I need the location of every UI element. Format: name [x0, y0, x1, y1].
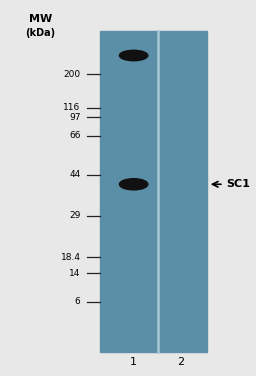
Bar	[100, 31, 207, 352]
Text: 2: 2	[177, 356, 184, 367]
Text: 97: 97	[69, 112, 80, 121]
Text: 29: 29	[69, 211, 80, 220]
Text: 18.4: 18.4	[60, 253, 80, 262]
Ellipse shape	[120, 50, 148, 61]
Text: 116: 116	[63, 103, 80, 112]
Text: MW: MW	[29, 14, 52, 24]
Text: 44: 44	[69, 170, 80, 179]
Text: SC1: SC1	[226, 179, 250, 189]
Text: 1: 1	[130, 356, 137, 367]
Text: 6: 6	[75, 297, 80, 306]
Text: 66: 66	[69, 131, 80, 140]
Text: 14: 14	[69, 268, 80, 277]
Ellipse shape	[120, 179, 148, 190]
Text: (kDa): (kDa)	[25, 27, 55, 38]
Text: 200: 200	[63, 70, 80, 79]
